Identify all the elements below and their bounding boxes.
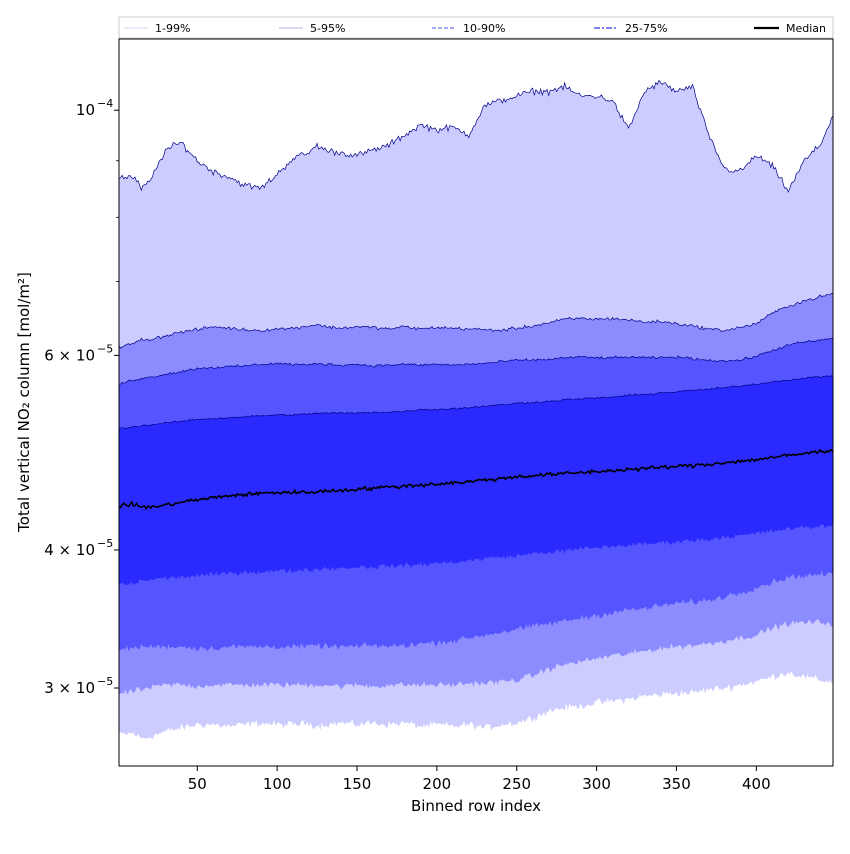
- y-axis-ticks: 10 −46 × 10 −54 × 10 −53 × 10 −5: [44, 97, 119, 697]
- x-tick-label: 100: [263, 775, 292, 793]
- x-tick-label: 200: [423, 775, 452, 793]
- y-tick-exponent: −5: [97, 537, 113, 550]
- legend-label-5-95%: 5-95%: [310, 22, 345, 35]
- x-tick-label: 400: [742, 775, 771, 793]
- median-series: [119, 448, 833, 511]
- x-tick-label: 150: [343, 775, 372, 793]
- legend-label-Median: Median: [786, 22, 826, 35]
- y-tick-label: 6 × 10: [44, 346, 95, 364]
- y-tick-label: 10: [76, 101, 95, 119]
- legend-label-10-90%: 10-90%: [463, 22, 505, 35]
- legend-box: [118, 16, 834, 39]
- percentile-bands: [119, 80, 833, 740]
- x-tick-label: 300: [582, 775, 611, 793]
- y-axis-label: Total vertical NO₂ column [mol/m²]: [15, 272, 33, 533]
- x-tick-label: 50: [188, 775, 207, 793]
- legend-label-1-99%: 1-99%: [155, 22, 190, 35]
- plot-frame: [118, 38, 834, 767]
- y-tick-exponent: −5: [97, 675, 113, 688]
- legend-label-25-75%: 25-75%: [625, 22, 667, 35]
- y-tick-label: 3 × 10: [44, 679, 95, 697]
- x-axis-ticks: 50 100 150 200 250 300 350 400: [188, 766, 771, 793]
- x-tick-label: 350: [662, 775, 691, 793]
- band-1-99%-upper-line: [119, 79, 833, 193]
- y-tick-exponent: −4: [97, 97, 113, 110]
- y-tick-label: 4 × 10: [44, 541, 95, 559]
- y-tick-exponent: −5: [97, 342, 113, 355]
- band-5-95%-upper-line: [119, 293, 833, 349]
- median-line: [119, 448, 833, 511]
- band-10-90%-upper-line: [119, 337, 833, 385]
- legend: 1-99% 5-95% 10-90% 25-75% Median: [118, 16, 834, 39]
- x-axis-label: Binned row index: [411, 797, 541, 815]
- band-edge-lines: [119, 79, 833, 430]
- band-25-75%-upper-line: [119, 375, 833, 430]
- x-tick-label: 250: [502, 775, 531, 793]
